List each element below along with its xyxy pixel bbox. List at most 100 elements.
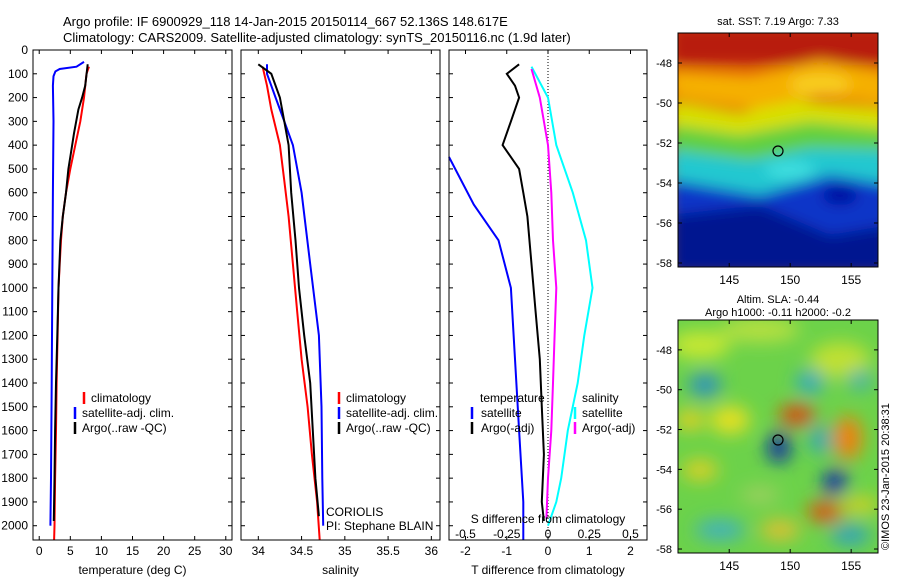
header-line1: Argo profile: IF 6900929_118 14-Jan-2015… — [63, 14, 508, 29]
x-tick-label: 30 — [219, 544, 233, 558]
map-x-tick-label: 155 — [841, 559, 861, 573]
temperature-panel: 0 5 10 15 20 25 30 temperature (deg C) — [32, 49, 233, 577]
pi-label: PI: Stephane BLAIN — [326, 519, 433, 533]
map-y-tick-label: -54 — [656, 464, 672, 476]
x-tick-label: -2 — [460, 544, 471, 558]
map-y-tick-label: -50 — [656, 98, 672, 110]
sst-map-title: sat. SST: 7.19 Argo: 7.33 — [717, 16, 839, 28]
depth-tick-label: 300 — [8, 114, 28, 128]
map-y-tick-label: -48 — [656, 58, 672, 70]
s-tick-label: -0.5 — [455, 527, 476, 541]
header-line2: Climatology: CARS2009. Satellite-adjuste… — [63, 30, 571, 45]
x-axis-title: T difference from climatology — [471, 563, 625, 577]
map-x-tick-label: 155 — [841, 273, 861, 287]
map-y-tick-label: -50 — [656, 385, 672, 397]
series-line-temperature-satellite — [448, 156, 525, 540]
depth-tick-label: 1000 — [1, 281, 28, 295]
map-x-tick-label: 145 — [719, 559, 739, 573]
map-x-tick-label: 145 — [719, 273, 739, 287]
s-tick-label: -0.25 — [493, 527, 521, 541]
x-tick-label: 34.5 — [290, 544, 314, 558]
series-line-temperature-argo-adj- — [501, 63, 545, 522]
sla-map-title1: Altim. SLA: -0.44 — [737, 294, 820, 306]
sst-argo-location-marker — [772, 145, 784, 157]
series-line-climatology — [53, 66, 90, 541]
series-line-salinity-satellite — [530, 66, 594, 527]
depth-tick-label: 1700 — [1, 447, 28, 461]
depth-tick-label: 900 — [8, 257, 28, 271]
legend-label: satellite — [481, 406, 522, 420]
legend-label: Argo(-adj) — [582, 421, 635, 435]
x-axis-title: salinity — [322, 563, 359, 577]
legend-title-salinity: salinity — [582, 391, 619, 405]
s-difference-axis-title: S difference from climatology — [471, 512, 626, 526]
map-y-tick-label: -56 — [656, 504, 672, 516]
map-x-tick-label: 150 — [780, 559, 800, 573]
legend-label: climatology — [346, 391, 406, 405]
x-tick-label: 36 — [425, 544, 439, 558]
legend-title-temperature: temperature — [480, 391, 545, 405]
sst-map-axes: -48 -50 -52 -54 -56 -58 145 150 155 — [656, 33, 878, 287]
difference-panel: -2 -1 0 1 2T difference from climatology -0.5… — [448, 49, 648, 577]
series-line-satellite-adj-clim- — [266, 64, 325, 526]
map-y-tick-label: -58 — [656, 544, 672, 556]
depth-tick-label: 1200 — [1, 328, 28, 342]
plot-frame — [240, 49, 441, 541]
depth-tick-label: 400 — [8, 138, 28, 152]
legend-label: satellite — [582, 406, 623, 420]
x-tick-label: 1 — [586, 544, 593, 558]
x-tick-label: 25 — [188, 544, 202, 558]
depth-tick-label: 1100 — [2, 305, 28, 319]
depth-tick-label: 100 — [8, 67, 28, 81]
map-y-tick-label: -48 — [656, 345, 672, 357]
sla-map-axes: -48 -50 -52 -54 -56 -58 145 150 155 — [656, 320, 878, 573]
x-tick-label: 20 — [157, 544, 171, 558]
sst-map-frame — [677, 32, 879, 268]
depth-tick-label: 0 — [21, 43, 28, 57]
legend-label: satellite-adj. clim. — [82, 406, 174, 420]
temperature-legend: climatology satellite-adj. clim. Argo(..… — [73, 391, 174, 435]
depth-axis: 0 100 200 300 400 500 600 700 800 900 1000 1100 1200… — [1, 43, 647, 533]
sla-map-title2: Argo h1000: -0.11 h2000: -0.2 — [705, 307, 851, 319]
x-tick-label: 35.5 — [376, 544, 400, 558]
x-tick-label: 5 — [67, 544, 74, 558]
sla-argo-location-marker — [772, 434, 784, 446]
difference-legend: temperature salinity satellite Argo(-adj… — [470, 391, 635, 435]
depth-tick-label: 1800 — [1, 471, 28, 485]
x-tick-label: -1 — [501, 544, 512, 558]
imos-timestamp: ©IMOS 23-Jan-2015 20:38:31 — [880, 403, 892, 550]
depth-tick-label: 1300 — [1, 352, 28, 366]
map-y-tick-label: -52 — [656, 138, 672, 150]
float-owner-label: CORIOLIS — [326, 505, 383, 519]
depth-tick-label: 1500 — [1, 400, 28, 414]
series-line-argo-raw-qc- — [257, 63, 320, 517]
legend-label: Argo(..raw -QC) — [346, 421, 431, 435]
map-y-tick-label: -52 — [656, 425, 672, 437]
map-x-tick-label: 150 — [780, 273, 800, 287]
s-tick-label: 0.5 — [622, 527, 639, 541]
depth-tick-label: 1900 — [1, 495, 28, 509]
sst-map-image — [678, 33, 878, 267]
depth-tick-label: 1400 — [1, 376, 28, 390]
depth-tick-label: 800 — [8, 233, 28, 247]
x-tick-label: 15 — [126, 544, 140, 558]
salinity-panel: 34 34.5 35 35.5 36 salinity — [240, 49, 441, 577]
x-tick-label: 34 — [252, 544, 266, 558]
x-tick-label: 0 — [545, 544, 552, 558]
legend-label: satellite-adj. clim. — [346, 406, 438, 420]
depth-tick-label: 500 — [8, 162, 28, 176]
x-tick-label: 0 — [36, 544, 43, 558]
depth-tick-label: 700 — [8, 210, 28, 224]
depth-tick-label: 600 — [8, 186, 28, 200]
sla-map-frame — [677, 319, 879, 554]
legend-label: Argo(..raw -QC) — [82, 421, 167, 435]
map-y-tick-label: -58 — [656, 258, 672, 270]
plot-frame — [32, 49, 233, 541]
sla-map-image — [678, 320, 878, 553]
series-line-satellite-adj-clim- — [49, 61, 85, 526]
x-tick-label: 35 — [338, 544, 352, 558]
x-axis-title: temperature (deg C) — [78, 563, 186, 577]
x-tick-label: 2 — [627, 544, 634, 558]
salinity-legend: climatology satellite-adj. clim. Argo(..… — [326, 391, 438, 533]
s-tick-label: 0 — [545, 527, 552, 541]
